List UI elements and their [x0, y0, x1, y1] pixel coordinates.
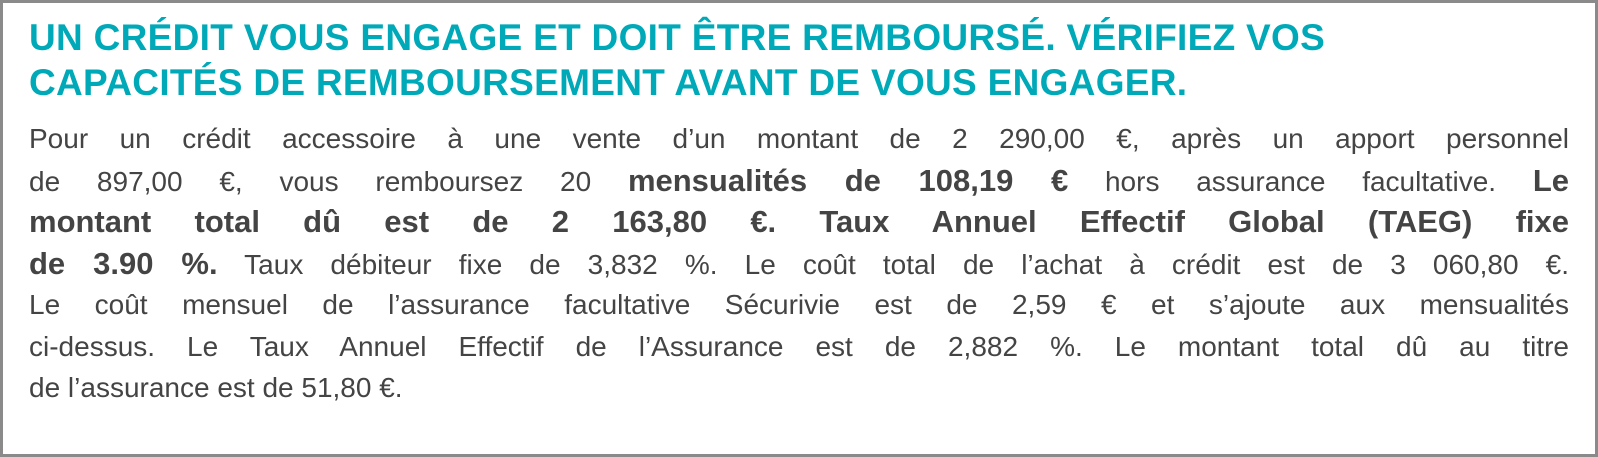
- terms-text: Pour un crédit accessoire à une vente d’…: [29, 123, 1569, 154]
- terms-text: de l’assurance est de 51,80 €.: [29, 372, 403, 403]
- credit-terms-text: Pour un crédit accessoire à une vente d’…: [29, 118, 1569, 409]
- terms-line: de l’assurance est de 51,80 €.: [29, 367, 1569, 409]
- warning-heading-line: CAPACITÉS DE REMBOURSEMENT AVANT DE VOUS…: [29, 62, 1188, 103]
- terms-line: Le coût mensuel de l’assurance facultati…: [29, 284, 1569, 326]
- terms-text: hors assurance facultative.: [1068, 165, 1533, 197]
- terms-text: Taux débiteur fixe de 3,832 %. Le coût t…: [217, 248, 1569, 280]
- terms-text: ci-dessus. Le Taux Annuel Effectif de l’…: [29, 330, 1569, 362]
- terms-emphasis: montant total dû est de 2 163,80 €. Taux…: [29, 204, 1569, 239]
- terms-emphasis: Le: [1532, 162, 1570, 198]
- warning-heading-line: UN CRÉDIT VOUS ENGAGE ET DOIT ÊTRE REMBO…: [29, 17, 1326, 58]
- terms-line: ci-dessus. Le Taux Annuel Effectif de l’…: [29, 326, 1569, 368]
- terms-line: de 3.90 %. Taux débiteur fixe de 3,832 %…: [29, 243, 1569, 285]
- terms-text: Le coût mensuel de l’assurance facultati…: [29, 289, 1569, 320]
- terms-text: de 897,00 €, vous remboursez 20: [29, 165, 628, 197]
- terms-line: montant total dû est de 2 163,80 €. Taux…: [29, 201, 1569, 243]
- terms-line: Pour un crédit accessoire à une vente d’…: [29, 118, 1569, 160]
- terms-emphasis: mensualités de 108,19 €: [627, 162, 1069, 198]
- warning-heading: UN CRÉDIT VOUS ENGAGE ET DOIT ÊTRE REMBO…: [29, 15, 1529, 105]
- terms-emphasis: de 3.90 %.: [29, 245, 218, 281]
- terms-line: de 897,00 €, vous remboursez 20 mensuali…: [29, 160, 1569, 202]
